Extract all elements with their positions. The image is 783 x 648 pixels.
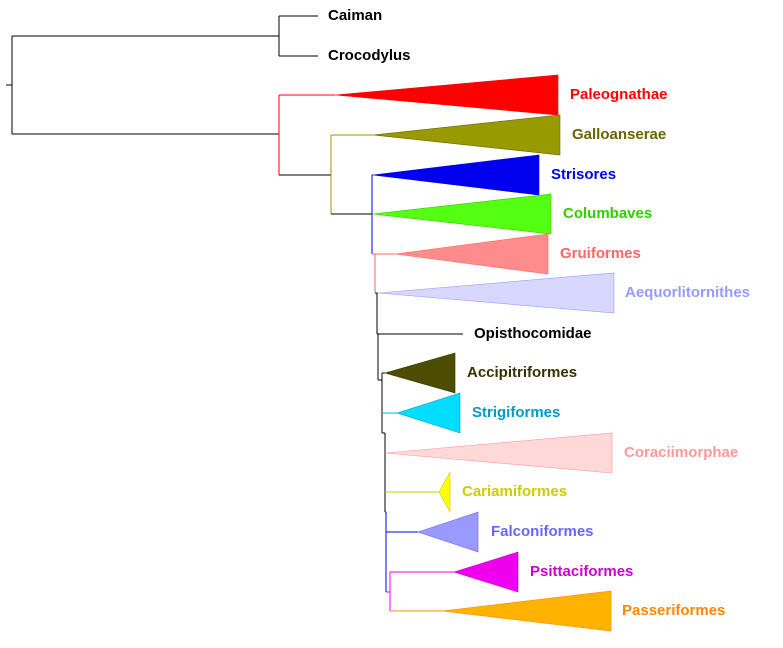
clade-triangle-galloanserae — [372, 114, 561, 156]
taxon-label-paleognathae: Paleognathae — [570, 86, 668, 103]
clade-triangle-passeriformes — [441, 590, 612, 632]
clade-triangle-strigiformes — [396, 392, 461, 434]
taxon-label-psittaciformes: Psittaciformes — [530, 563, 633, 580]
clade-triangle-columbaves — [372, 193, 552, 235]
clade-triangle-strisores — [372, 154, 540, 196]
taxon-label-strigiformes: Strigiformes — [472, 404, 560, 421]
taxon-label-passeriformes: Passeriformes — [622, 602, 725, 619]
clade-triangle-coraciimorphae — [384, 432, 613, 474]
taxon-label-caiman: Caiman — [328, 7, 382, 24]
clade-triangle-cariamiformes — [438, 471, 451, 513]
clade-triangle-falconiformes — [417, 511, 479, 553]
clade-triangle-psittaciformes — [452, 551, 519, 593]
taxon-label-accipitriformes: Accipitriformes — [467, 364, 577, 381]
clade-triangle-paleognathae — [334, 74, 559, 116]
clade-triangle-accipitriformes — [383, 352, 456, 394]
clade-triangle-aequorlitornithes — [377, 272, 615, 314]
taxon-label-aequorlitornithes: Aequorlitornithes — [625, 284, 750, 301]
taxon-label-strisores: Strisores — [551, 166, 616, 183]
taxon-label-crocodylus: Crocodylus — [328, 47, 411, 64]
taxon-label-galloanserae: Galloanserae — [572, 126, 666, 143]
taxon-label-cariamiformes: Cariamiformes — [462, 483, 567, 500]
taxon-label-gruiformes: Gruiformes — [560, 245, 641, 262]
taxon-labels: Caiman Crocodylus Paleognathae Galloanserae… — [328, 7, 750, 619]
taxon-label-columbaves: Columbaves — [563, 205, 652, 222]
tree-branches — [6, 15, 463, 612]
taxon-label-coraciimorphae: Coraciimorphae — [624, 444, 738, 461]
taxon-label-opisthocomidae: Opisthocomidae — [474, 325, 592, 342]
collapsed-clades — [334, 74, 615, 632]
clade-triangle-gruiformes — [394, 233, 549, 275]
taxon-label-falconiformes: Falconiformes — [491, 523, 594, 540]
